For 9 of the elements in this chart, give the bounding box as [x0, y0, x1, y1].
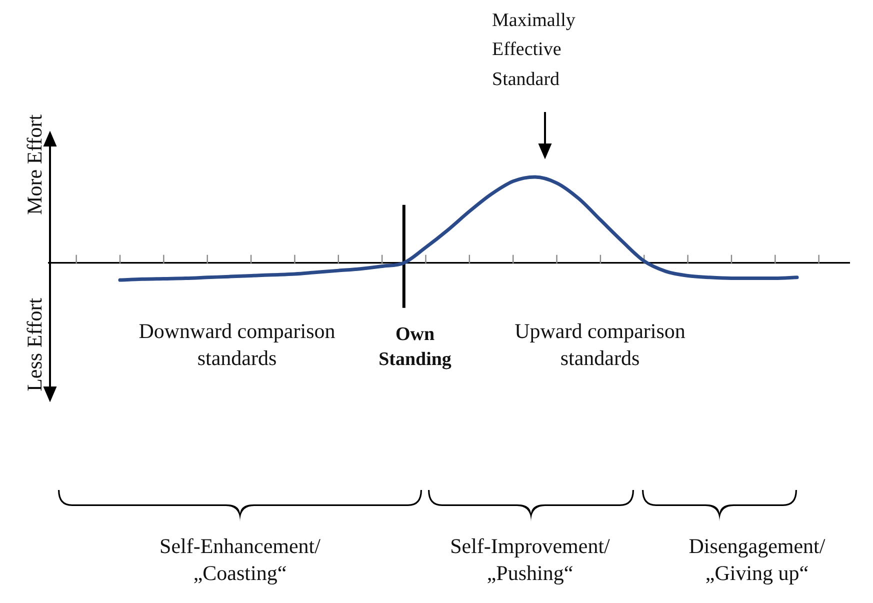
text: Self-Enhancement/ „Coasting“	[158, 533, 322, 588]
text: Less Effort	[21, 296, 48, 394]
text: Self-Improvement/ „Pushing“	[449, 533, 611, 588]
text: More Effort	[21, 113, 48, 217]
text: Own Standing	[378, 323, 452, 372]
text: Maximally Effective Standard	[492, 9, 576, 92]
text: Downward comparison standards	[138, 318, 336, 372]
text: Disengagement/ „Giving up“	[688, 533, 826, 588]
text: Upward comparison standards	[514, 318, 686, 372]
